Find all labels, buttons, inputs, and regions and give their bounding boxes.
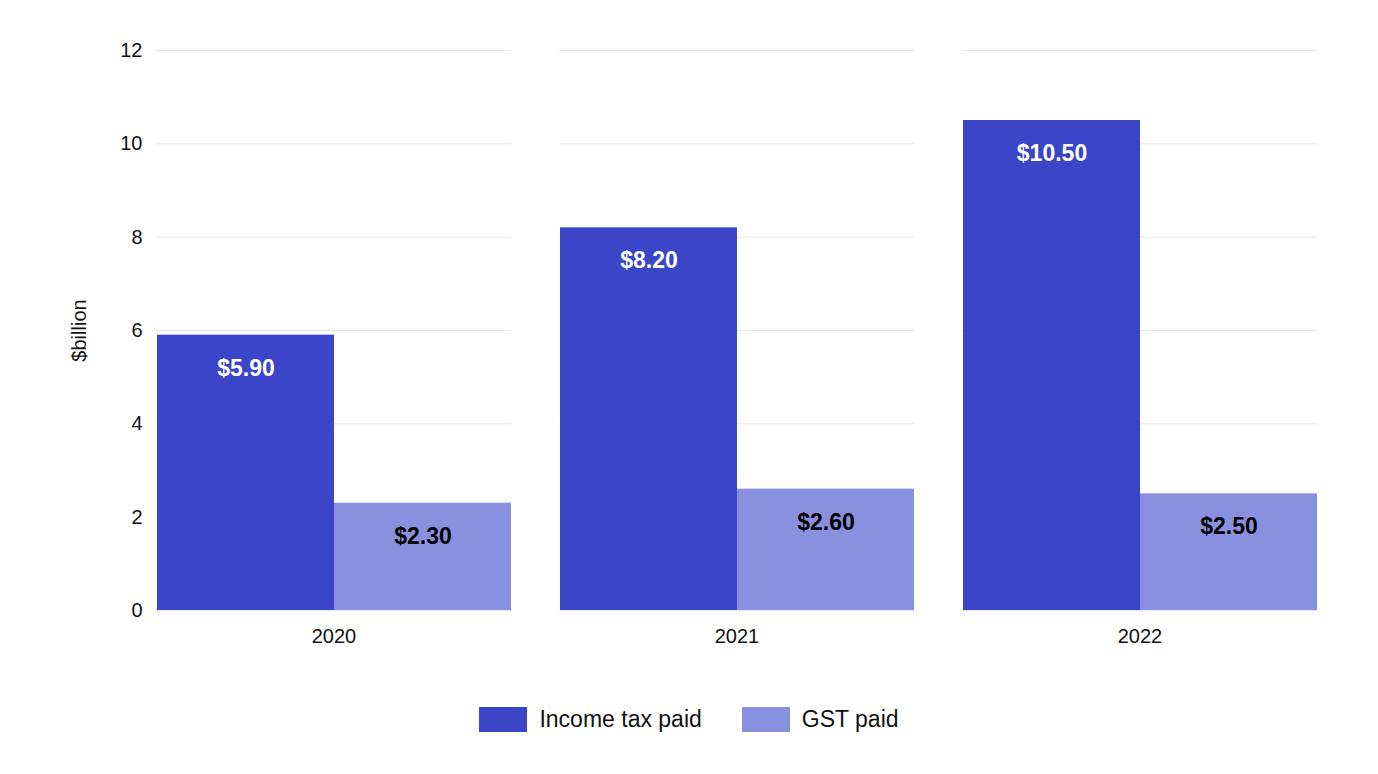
svg-text:2022: 2022 — [1118, 625, 1163, 647]
svg-text:12: 12 — [120, 39, 142, 61]
html-text:GST paid: GST paid — [801, 706, 899, 732]
svg-text:2020: 2020 — [312, 625, 357, 647]
svg-text:$2.60: $2.60 — [797, 509, 855, 535]
svg-text:6: 6 — [131, 319, 142, 341]
svg-text:$5.90: $5.90 — [217, 355, 275, 381]
svg-text:4: 4 — [131, 412, 142, 434]
svg-text:$8.20: $8.20 — [620, 247, 678, 273]
svg-text:2: 2 — [131, 506, 142, 528]
svg-text:8: 8 — [131, 226, 142, 248]
svg-text:2021: 2021 — [715, 625, 760, 647]
svg-text:0: 0 — [131, 599, 142, 621]
svg-text:$billion: $billion — [68, 299, 90, 361]
svg-text:$10.50: $10.50 — [1017, 140, 1087, 166]
html-text:Income tax paid: Income tax paid — [539, 706, 702, 732]
svg-text:$2.30: $2.30 — [394, 523, 452, 549]
svg-text:$2.50: $2.50 — [1200, 513, 1258, 539]
svg-text:10: 10 — [120, 132, 142, 154]
